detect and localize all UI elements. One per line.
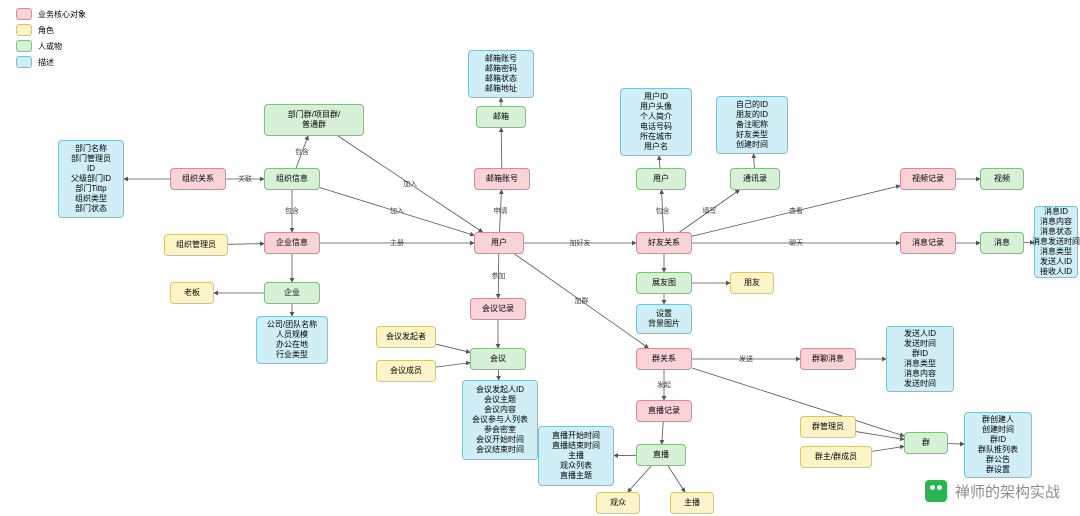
node-group_desc: 群创建人 创建时间 群ID 群队推列表 群公告 群设置 [964,412,1032,478]
node-group_msg: 群聊消息 [800,348,856,370]
node-meet_desc: 会议发起人ID 会议主题 会议内容 会议参与人列表 参会密室 会议开始时间 会议… [462,380,538,460]
edge [662,422,664,444]
node-group_mgr: 群管理员 [800,416,856,438]
node-streamer: 主播 [670,492,714,514]
edge [754,154,755,168]
edge [668,466,685,492]
edge [872,446,904,451]
edge-label: 参加 [492,271,506,281]
node-friend: 朋友 [730,272,774,294]
node-friend_rel: 好友关系 [636,232,692,254]
node-user_desc: 用户ID 用户头像 个人简介 电话号码 所在城市 用户名 [620,88,692,156]
wechat-icon [925,480,947,502]
edge-label: 包含 [285,206,299,216]
node-live_desc: 直播开始时间 直播结束时间 主播 观众列表 直播主题 [538,426,614,486]
watermark: 禅师的架构实战 [925,480,1060,502]
node-live_rec: 直播记录 [636,400,692,422]
legend-item: 人或物 [16,40,86,52]
node-user: 用户 [474,232,524,254]
node-meet_rec: 会议记录 [470,298,526,320]
node-addrbook: 通讯录 [730,168,780,190]
edge [856,432,904,440]
node-group_rel: 群关系 [636,348,692,370]
node-ent: 企业 [264,282,320,304]
edge [436,344,470,352]
edge-label: 包含 [295,147,309,157]
node-addrbook_desc: 自己的ID 朋友的ID 备注昵称 好友类型 创建时间 [716,96,788,154]
edge-label: 加好友 [570,238,591,248]
node-video_rec: 视频记录 [900,168,956,190]
node-mail_desc: 邮箱账号 邮箱密码 邮箱状态 邮箱地址 [468,50,534,98]
node-msg_desc: 消息ID 消息内容 消息状态 消息发送时间 消息类型 发送人ID 接收人ID [1034,206,1078,278]
legend: 业务核心对象角色人或物描述 [16,8,86,72]
node-group: 群 [904,432,948,454]
node-mail_acct: 邮箱账号 [474,168,530,190]
diagram-canvas: 部门名称 部门管理员 ID 父级部门ID 部门Tittp 组织类型 部门状态组织… [0,0,1080,516]
node-live: 直播 [636,444,686,466]
edge-label: 主册 [390,238,404,248]
node-boss: 老板 [170,282,214,304]
node-group_msg_desc: 发送人ID 发送时间 群ID 消息类型 消息内容 发送时间 [886,326,954,392]
node-org_mgr: 组织管理员 [164,234,228,256]
edge-label: 发起 [657,380,671,390]
edge [659,156,660,168]
node-ent_info: 企业信息 [264,232,320,254]
legend-item: 描述 [16,56,86,68]
node-org_info: 组织信息 [264,168,320,190]
node-meet: 会议 [470,348,526,370]
node-video: 视频 [980,168,1024,190]
edge-label: 包含 [656,206,670,216]
edge-label: 加入 [390,206,404,216]
node-bg_img: 展友图 [636,272,692,294]
node-bg_img_desc: 设置 背景图片 [636,304,692,334]
edge [628,466,651,492]
edge-label: 关联 [238,174,252,184]
node-audience: 观众 [596,492,640,514]
node-mail: 邮箱 [476,106,526,128]
edge-label: 加群 [575,296,589,306]
edge [228,244,264,245]
edge-label: 填写 [703,206,717,216]
edge-label: 申请 [494,206,508,216]
node-group_owner: 群主/群成员 [800,446,872,468]
node-meet_member: 会议成员 [376,360,436,382]
node-user_obj: 用户 [636,168,686,190]
watermark-text: 禅师的架构实战 [955,481,1060,502]
legend-item: 业务核心对象 [16,8,86,20]
node-ent_desc: 公司/团队名称 人员规模 办公在地 行业类型 [256,316,328,364]
edge [436,363,470,367]
edge-label: 发送 [739,354,753,364]
edge [692,368,904,436]
node-msg: 消息 [980,232,1024,254]
node-dept_group: 部门群/项目群/ 普通群 [264,104,364,136]
node-dept_desc: 部门名称 部门管理员 ID 父级部门ID 部门Tittp 组织类型 部门状态 [58,140,124,218]
edge [501,128,502,168]
edge-label: 聊天 [789,238,803,248]
edge-label: 查看 [789,206,803,216]
edge-label: 加入 [403,179,417,189]
node-msg_rec: 消息记录 [900,232,956,254]
node-meet_init: 会议发起者 [376,326,436,348]
node-org_rel: 组织关系 [170,168,226,190]
legend-item: 角色 [16,24,86,36]
